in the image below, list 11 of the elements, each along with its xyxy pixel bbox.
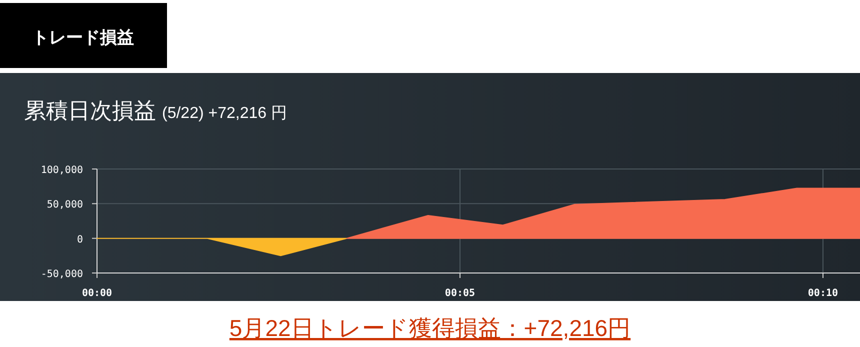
x-tick-label: 00:00 [82,288,112,299]
text: 5月22日トレード獲得損益：+72,216円 [229,315,631,341]
x-tick-label: 00:10 [808,288,838,299]
chart-subtitle: 累積日次損益 [24,98,156,123]
text: (5/22) +72,216 円 [162,105,287,122]
x-tick-label: 00:05 [444,288,476,299]
y-tick-label: -50,000 [40,269,83,280]
chart-title: トレード損益 [32,28,134,47]
y-tick-label: 100,000 [40,165,83,176]
y-tick-label: 50,000 [46,200,83,211]
y-tick-label: 0 [76,234,83,246]
